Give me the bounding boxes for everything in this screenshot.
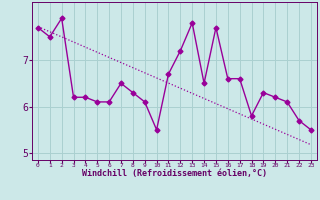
X-axis label: Windchill (Refroidissement éolien,°C): Windchill (Refroidissement éolien,°C) xyxy=(82,169,267,178)
